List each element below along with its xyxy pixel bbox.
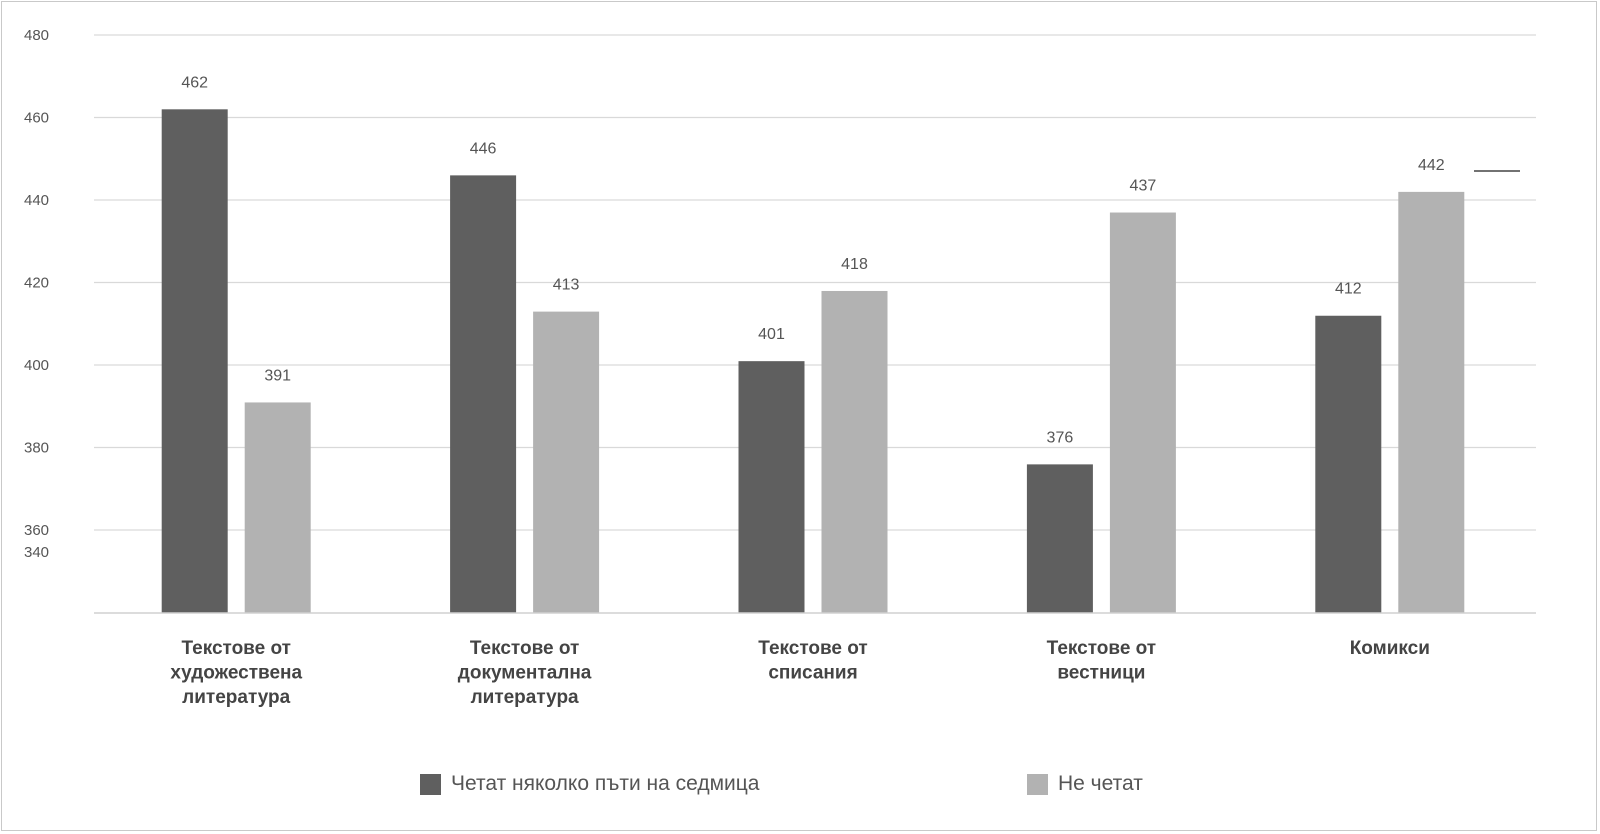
y-tick-label: 360 xyxy=(24,522,49,539)
y-tick-label: 460 xyxy=(24,110,49,127)
bar-2-1 xyxy=(244,402,311,613)
legend-swatch-series-1 xyxy=(420,773,441,795)
bars xyxy=(161,109,1465,614)
y-tick-label: 380 xyxy=(24,440,49,457)
category-label-line: списания xyxy=(768,663,857,684)
bar-chart: 480 460 440 420 400 380 360 340 462 391 446 413 401… xyxy=(24,27,1536,708)
bar-2-5 xyxy=(1398,191,1465,613)
legend-item-series-1: Четат няколко пъти на седмица xyxy=(420,772,759,796)
category-labels: Текстове от художествена литератураТекстов… xyxy=(170,638,1430,708)
data-label: 412 xyxy=(1335,281,1362,298)
data-label: 442 xyxy=(1418,157,1445,174)
y-axis-ticks: 480 460 440 420 400 380 360 340 xyxy=(24,27,49,561)
data-labels: 462 391 446 413 401 418 376 437 412 442 xyxy=(181,74,1444,446)
y-tick-label: 340 xyxy=(24,544,49,561)
data-label: 376 xyxy=(1047,429,1074,446)
data-label: 446 xyxy=(470,140,497,157)
y-tick-label: 400 xyxy=(24,357,49,374)
data-label: 391 xyxy=(264,367,291,384)
legend-label-series-1: Четат няколко пъти на седмица xyxy=(451,772,760,795)
category-label: Комикси xyxy=(1350,638,1430,659)
data-label: 413 xyxy=(553,277,580,294)
category-label-line: Текстове от xyxy=(758,638,867,659)
category-label: Текстове от документална литература xyxy=(458,638,592,708)
category-label: Текстове от вестници xyxy=(1047,638,1156,684)
data-label: 418 xyxy=(841,256,868,273)
category-label-line: Текстове от xyxy=(1047,638,1156,659)
data-label: 401 xyxy=(758,326,785,343)
data-label: 462 xyxy=(181,74,208,91)
legend-item-series-2: Не четат xyxy=(1027,772,1143,796)
category-label-line: Текстове от xyxy=(181,638,290,659)
bar-1-1 xyxy=(161,109,228,614)
category-label-line: Текстове от xyxy=(470,638,579,659)
category-label-line: литература xyxy=(182,687,290,708)
category-label: Текстове от списания xyxy=(758,638,867,684)
bar-1-4 xyxy=(1026,464,1093,613)
category-label-line: литература xyxy=(471,687,579,708)
bar-1-3 xyxy=(738,361,805,613)
y-tick-label: 480 xyxy=(24,27,49,44)
bar-2-4 xyxy=(1109,212,1176,613)
category-label: Текстове от художествена литература xyxy=(170,638,302,708)
category-label-line: художествена xyxy=(170,663,302,684)
bar-1-2 xyxy=(450,175,517,613)
y-tick-label: 440 xyxy=(24,192,49,209)
legend-label-series-2: Не четат xyxy=(1058,772,1143,795)
data-label: 437 xyxy=(1130,178,1157,195)
category-label-line: документална xyxy=(458,663,592,684)
legend-swatch-series-2 xyxy=(1027,773,1048,795)
bar-2-3 xyxy=(821,290,888,613)
category-label-line: вестници xyxy=(1057,663,1145,684)
gridlines xyxy=(94,34,1536,531)
bar-2-2 xyxy=(533,311,600,613)
y-tick-label: 420 xyxy=(24,275,49,292)
bar-1-5 xyxy=(1315,315,1382,613)
category-label-line: Комикси xyxy=(1350,638,1430,659)
